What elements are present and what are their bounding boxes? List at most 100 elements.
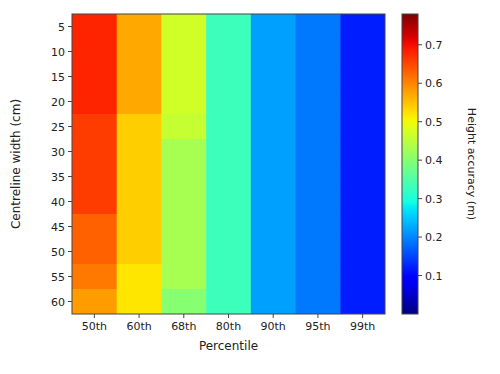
y-axis-label: Centreline width (cm) <box>9 99 23 229</box>
heatmap-cell <box>72 214 117 240</box>
heatmap-cell <box>72 139 117 165</box>
heatmap-cell <box>117 89 162 115</box>
heatmap-cell <box>161 239 206 265</box>
heatmap-cell <box>251 239 296 265</box>
y-tick-label: 25 <box>51 121 65 134</box>
colorbar-label: Height accuracy (m) <box>465 108 478 220</box>
y-tick <box>68 201 72 202</box>
y-tick-label: 5 <box>58 21 65 34</box>
heatmap-cell <box>161 214 206 240</box>
heatmap-cell <box>340 189 385 215</box>
heatmap-cell <box>340 114 385 140</box>
heatmap-cell <box>206 239 251 265</box>
heatmap-cell <box>206 264 251 290</box>
heatmap-cell <box>117 239 162 265</box>
x-tick-label: 95th <box>305 320 330 333</box>
y-tick-label: 55 <box>51 271 65 284</box>
x-tick <box>94 314 95 318</box>
heatmap-cell <box>72 89 117 115</box>
colorbar-tick <box>418 44 422 45</box>
heatmap-cell <box>296 139 341 165</box>
heatmap-cell <box>251 89 296 115</box>
colorbar-tick-label: 0.3 <box>425 193 443 206</box>
heatmap-cell <box>296 114 341 140</box>
colorbar-tick-label: 0.4 <box>425 154 443 167</box>
heatmap-cell <box>161 89 206 115</box>
heatmap-cell <box>296 264 341 290</box>
heatmap-cell <box>251 214 296 240</box>
colorbar-tick-label: 0.7 <box>425 39 443 52</box>
x-tick-label: 80th <box>216 320 241 333</box>
heatmap-cell <box>117 189 162 215</box>
heatmap-cell <box>206 89 251 115</box>
x-tick <box>228 314 229 318</box>
x-tick <box>273 314 274 318</box>
heatmap-cell <box>251 264 296 290</box>
heatmap-cell <box>251 114 296 140</box>
x-tick <box>317 314 318 318</box>
heatmap-cell <box>161 264 206 290</box>
x-tick <box>362 314 363 318</box>
heatmap-cell <box>206 39 251 65</box>
heatmap-cell <box>340 14 385 40</box>
heatmap-cell <box>251 39 296 65</box>
heatmap-cell <box>161 139 206 165</box>
heatmap-cell <box>117 14 162 40</box>
heatmap-cell <box>72 239 117 265</box>
heatmap-cell <box>251 164 296 190</box>
heatmap-cell <box>296 289 341 314</box>
heatmap-cell <box>161 289 206 314</box>
heatmap-cell <box>340 89 385 115</box>
y-tick-label: 10 <box>51 46 65 59</box>
y-tick-label: 15 <box>51 71 65 84</box>
colorbar-tick-label: 0.6 <box>425 77 443 90</box>
heatmap-cell <box>72 164 117 190</box>
heatmap-cell <box>251 139 296 165</box>
x-tick-label: 90th <box>261 320 286 333</box>
colorbar-tick <box>418 237 422 238</box>
heatmap-cell <box>251 189 296 215</box>
heatmap-cell <box>206 114 251 140</box>
heatmap-cell <box>296 14 341 40</box>
x-tick <box>139 314 140 318</box>
heatmap-cell <box>117 214 162 240</box>
y-tick <box>68 151 72 152</box>
y-tick-label: 35 <box>51 171 65 184</box>
heatmap-cell <box>161 64 206 90</box>
heatmap-cell <box>296 39 341 65</box>
colorbar-tick <box>418 121 422 122</box>
colorbar-tick-label: 0.1 <box>425 270 443 283</box>
heatmap-cell <box>206 14 251 40</box>
colorbar-tick <box>418 275 422 276</box>
heatmap-cell <box>340 289 385 314</box>
x-axis-label: Percentile <box>199 339 258 353</box>
colorbar-tick <box>418 83 422 84</box>
y-tick <box>68 101 72 102</box>
heatmap-cell <box>161 164 206 190</box>
heatmap-cell <box>117 64 162 90</box>
y-tick-label: 60 <box>51 296 65 309</box>
heatmap-cell <box>117 114 162 140</box>
heatmap-cell <box>161 114 206 140</box>
x-tick-label: 60th <box>126 320 151 333</box>
y-tick-label: 30 <box>51 146 65 159</box>
heatmap-cell <box>206 64 251 90</box>
heatmap-cell <box>340 164 385 190</box>
y-tick <box>68 176 72 177</box>
heatmap-cell <box>340 139 385 165</box>
heatmap-cell <box>251 289 296 314</box>
heatmap-cell <box>340 214 385 240</box>
y-tick <box>68 51 72 52</box>
heatmap-cell <box>72 114 117 140</box>
heatmap-cell <box>161 14 206 40</box>
heatmap-cell <box>161 39 206 65</box>
y-tick-label: 20 <box>51 96 65 109</box>
heatmap-cell <box>117 264 162 290</box>
colorbar-tick <box>418 198 422 199</box>
y-tick <box>68 76 72 77</box>
heatmap-cell <box>72 64 117 90</box>
y-tick <box>68 226 72 227</box>
heatmap-cell <box>340 264 385 290</box>
heatmap-cell <box>206 289 251 314</box>
heatmap-cell <box>117 289 162 314</box>
